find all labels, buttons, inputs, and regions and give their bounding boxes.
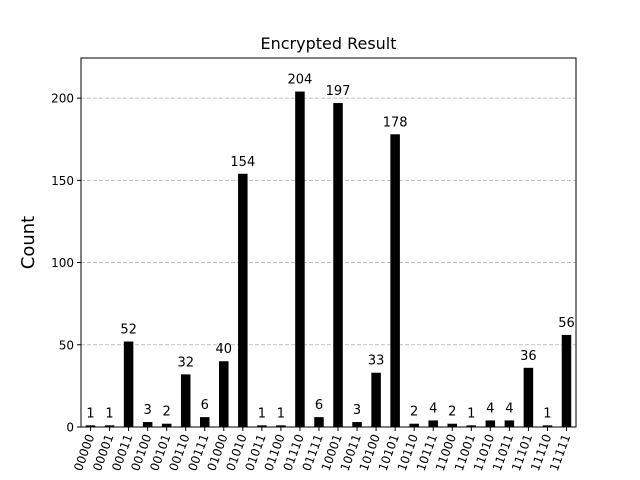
data-label: 40 [216, 342, 233, 357]
y-tick-label: 0 [66, 421, 74, 435]
bar [257, 425, 267, 427]
data-label: 4 [486, 401, 494, 416]
data-label: 6 [201, 398, 209, 413]
y-axis-ticks: 0 50 100 150 200 [51, 92, 81, 435]
data-label: 197 [326, 84, 351, 99]
bar [333, 103, 343, 427]
bar [542, 425, 553, 427]
bar [504, 420, 515, 427]
bar [161, 423, 172, 427]
data-label: 56 [558, 316, 575, 331]
data-label: 2 [410, 405, 418, 420]
y-axis-label: Count [18, 216, 39, 269]
data-label: 1 [86, 406, 94, 421]
bar [219, 361, 229, 427]
grid-lines [81, 97, 576, 346]
data-label: 204 [288, 73, 313, 88]
bar [238, 173, 248, 427]
data-label: 52 [120, 322, 137, 337]
bar [485, 420, 496, 427]
data-label: 3 [143, 403, 151, 418]
y-tick-label: 150 [51, 174, 74, 188]
bar [314, 417, 324, 427]
bar [390, 134, 400, 427]
bar [295, 91, 305, 427]
bars [85, 91, 572, 427]
data-label: 1 [467, 406, 475, 421]
data-label: 4 [429, 401, 437, 416]
y-tick-label: 200 [51, 92, 74, 106]
data-label: 1 [277, 406, 285, 421]
data-label: 6 [315, 398, 323, 413]
bar [85, 425, 96, 427]
data-label: 1 [258, 406, 266, 421]
data-label: 33 [368, 354, 385, 369]
bar [466, 425, 477, 427]
data-label: 1 [105, 406, 113, 421]
bar [371, 372, 381, 427]
data-label: 3 [353, 403, 361, 418]
x-axis-ticks: 0000000001000110010000101001100011101000… [71, 427, 573, 473]
data-label: 154 [230, 155, 255, 170]
bar [352, 422, 362, 427]
y-tick-label: 50 [59, 338, 74, 352]
data-label: 4 [505, 401, 513, 416]
bar [180, 374, 191, 427]
bar [123, 341, 134, 427]
y-tick-label: 100 [51, 256, 74, 270]
bar [561, 334, 572, 427]
data-label: 36 [520, 349, 537, 364]
plot-frame [80, 57, 577, 428]
bar [409, 423, 419, 427]
data-label: 2 [163, 405, 171, 420]
data-label: 2 [448, 405, 456, 420]
bar [199, 417, 210, 427]
data-label: 1 [543, 406, 551, 421]
bar [428, 420, 438, 427]
bar [276, 425, 286, 427]
bar [142, 422, 153, 427]
bar [447, 423, 458, 427]
data-label: 178 [383, 115, 408, 130]
bar [104, 425, 115, 427]
data-label: 32 [177, 355, 194, 370]
bar [523, 367, 534, 427]
chart-title: Encrypted Result [260, 34, 396, 53]
